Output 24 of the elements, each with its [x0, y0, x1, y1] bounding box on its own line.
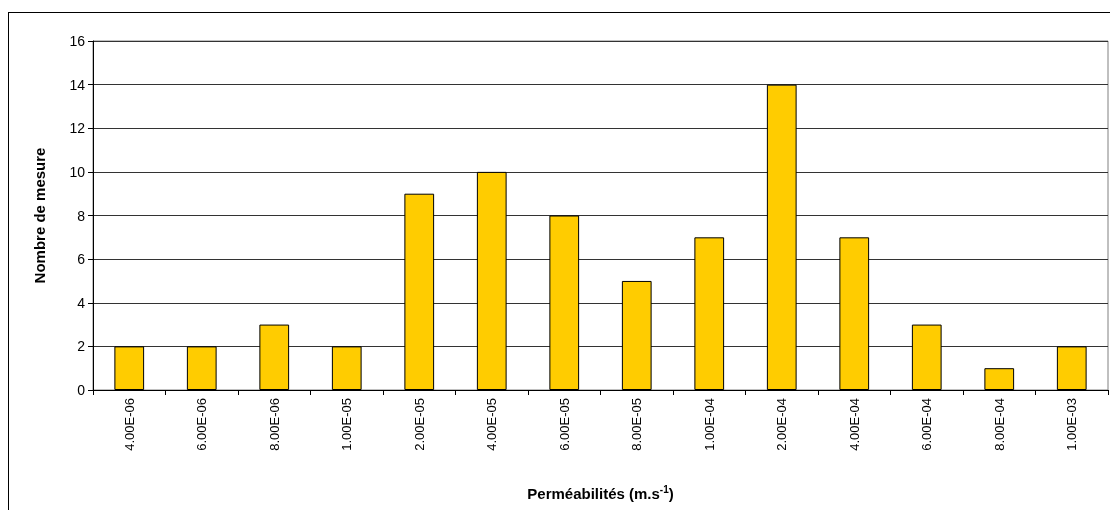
- y-axis-title: Nombre de mesure: [31, 147, 48, 284]
- x-tick-label: 6.00E-04: [919, 398, 935, 451]
- y-tick-label: 2: [77, 338, 86, 355]
- x-tick-label: 8.00E-04: [991, 398, 1007, 451]
- x-tick-label: 1.00E-03: [1064, 398, 1080, 451]
- y-tick-label: 8: [77, 207, 86, 224]
- x-tick-label: 8.00E-05: [629, 398, 645, 451]
- x-tick-label: 6.00E-05: [556, 398, 572, 451]
- y-tick-label: 0: [77, 382, 86, 398]
- y-tick-label: 4: [77, 294, 86, 311]
- y-tick-label: 6: [77, 251, 86, 268]
- x-tick-label: 6.00E-06: [194, 398, 210, 451]
- y-tick-label: 14: [69, 76, 86, 93]
- x-tick-label: 4.00E-04: [846, 398, 862, 451]
- x-tick-label: 1.00E-04: [701, 398, 717, 451]
- x-tick-label: 4.00E-05: [484, 398, 500, 451]
- x-tick-label: 4.00E-06: [121, 398, 137, 451]
- x-tick-label: 1.00E-05: [339, 398, 355, 451]
- y-tick-label: 10: [69, 163, 86, 180]
- x-tick-label: 2.00E-05: [411, 398, 427, 451]
- x-tick-label: 2.00E-04: [774, 398, 790, 451]
- y-tick-label: 16: [69, 33, 86, 49]
- x-tick-label: 8.00E-06: [266, 398, 282, 451]
- y-tick-label: 12: [69, 120, 86, 137]
